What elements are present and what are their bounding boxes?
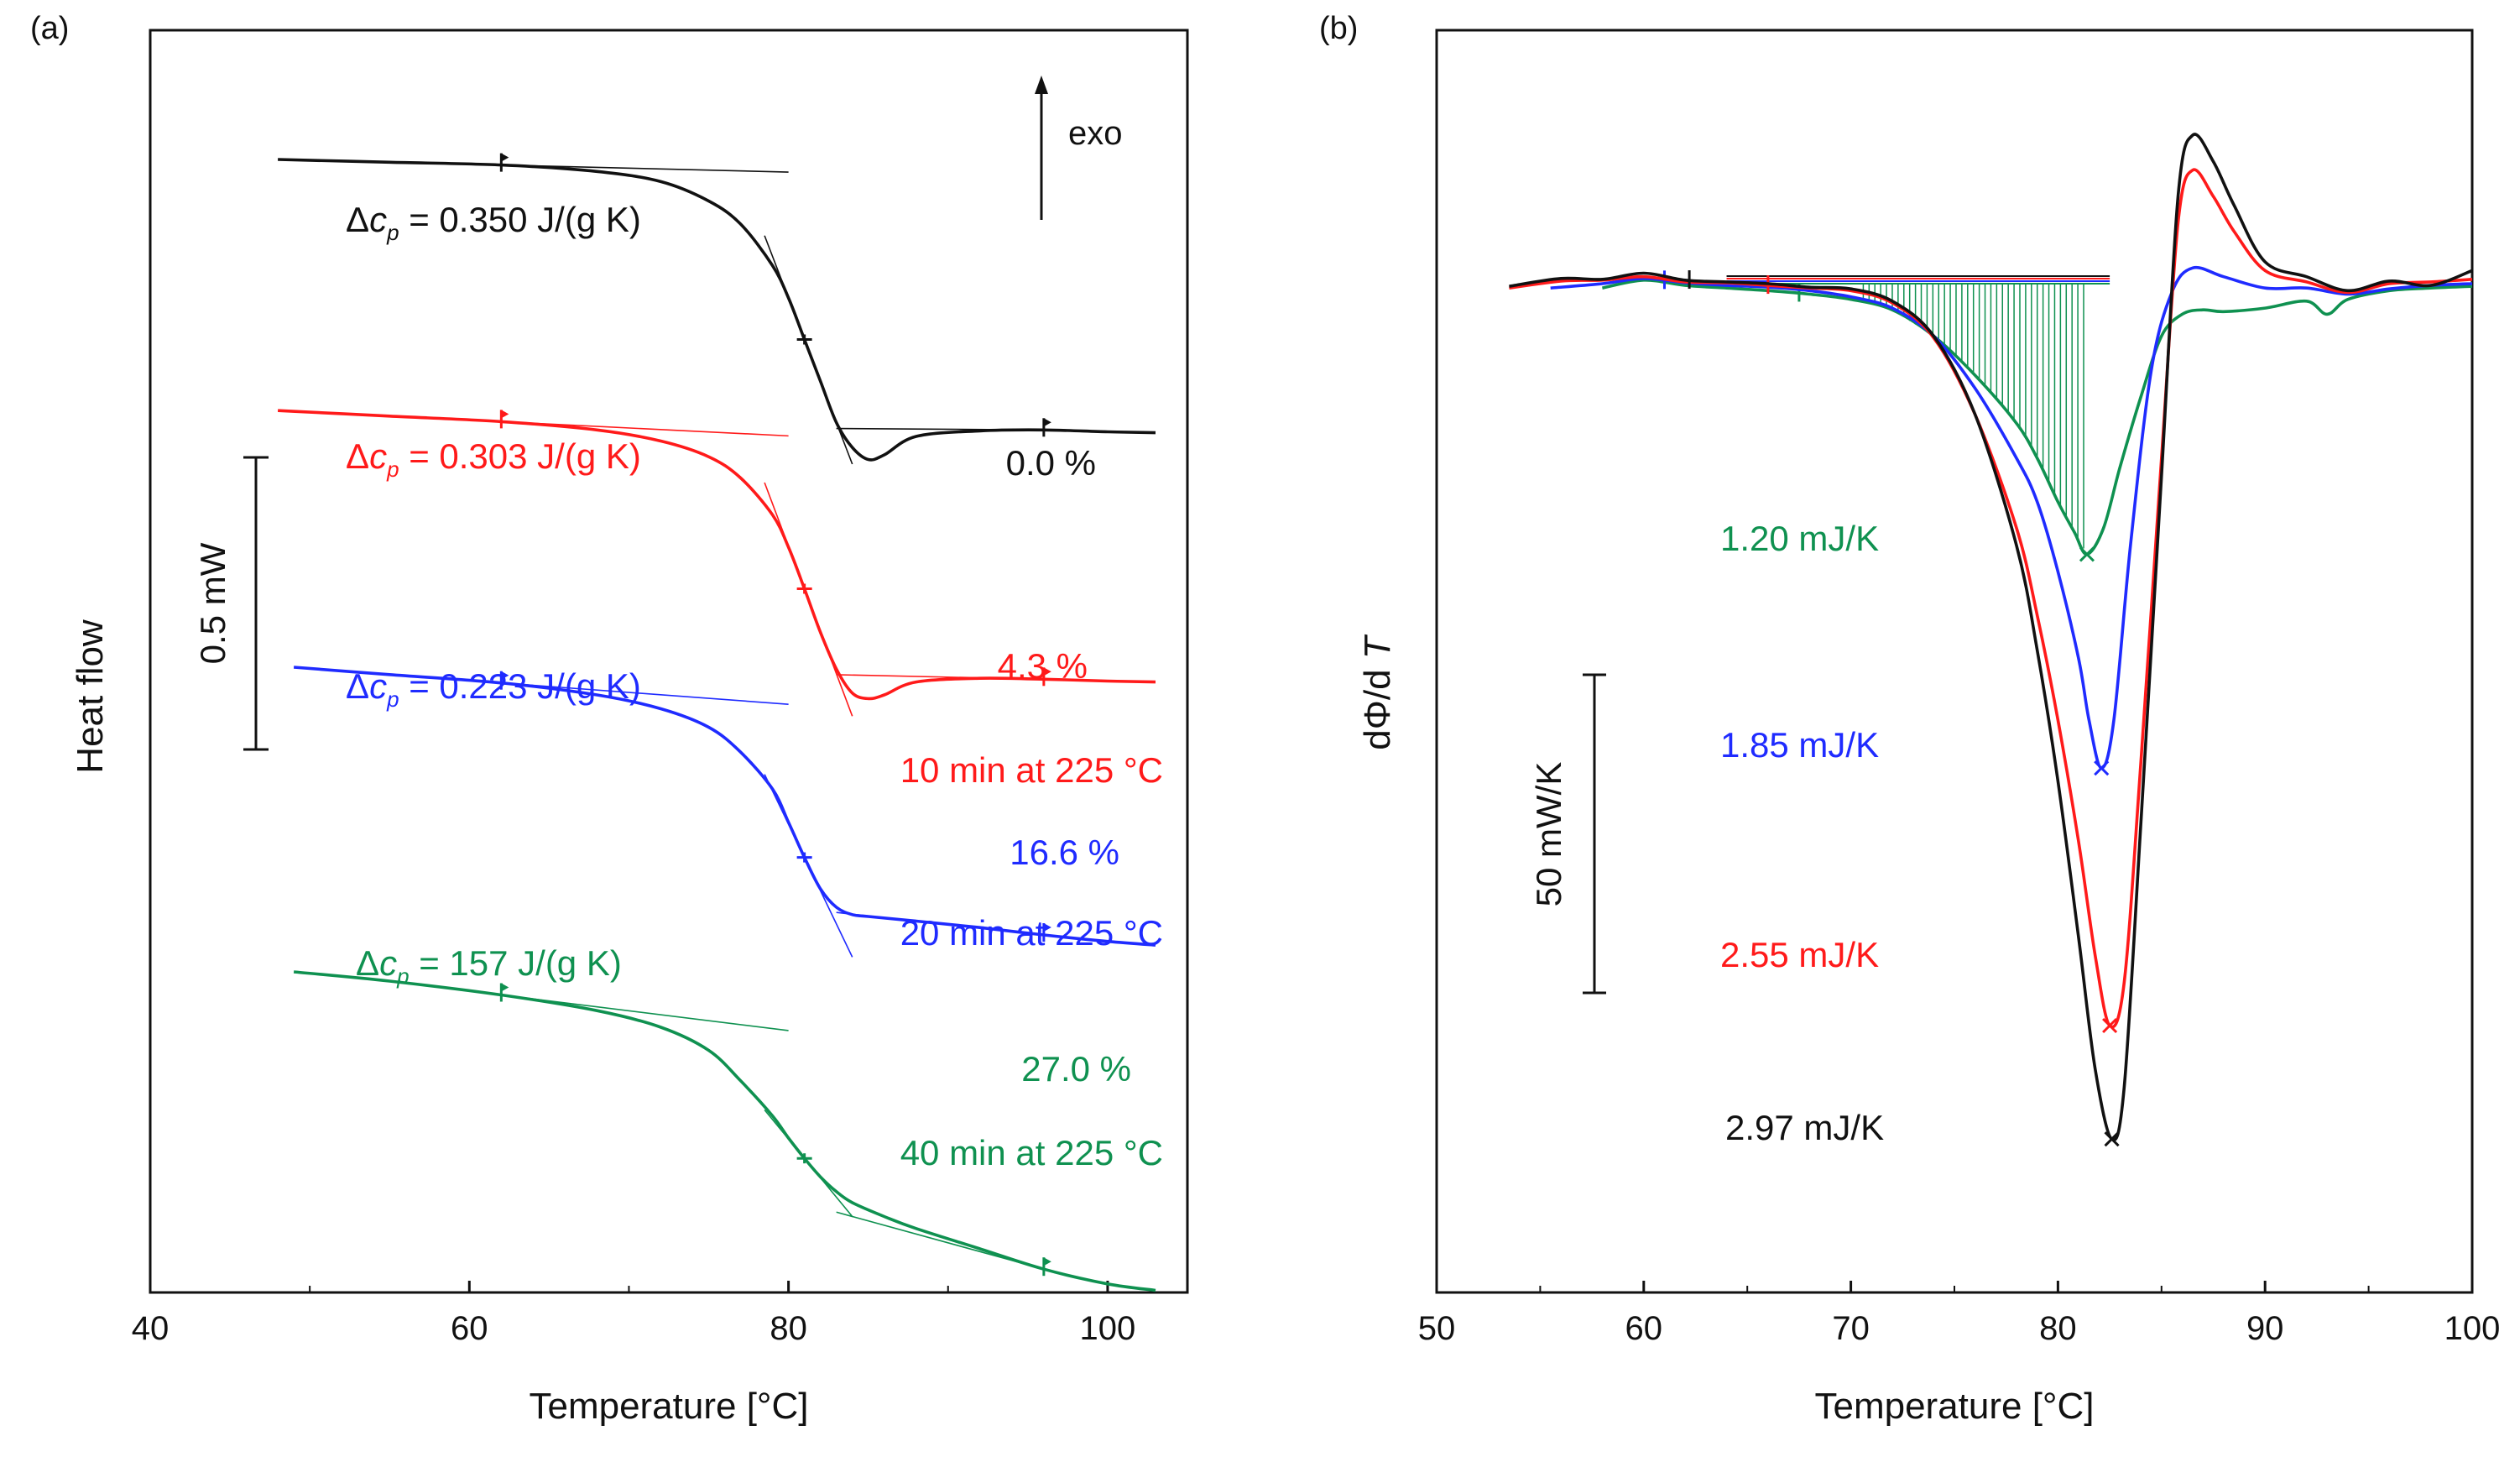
crystallinity-label-black: 0.0 % [1006,443,1096,483]
crystallinity-label-blue: 16.6 % [1010,833,1119,872]
crystallinity-label-red: 4.3 % [998,646,1088,686]
crystallinity-label-green: 27.0 % [1021,1049,1131,1089]
peak-marker-x-red [2102,1017,2118,1034]
condition-label-blue: 20 min at 225 °C [900,913,1163,953]
marker-flag-end-red [1043,667,1051,676]
panel-a-x-axis: 40 60 80 100 [132,1281,1136,1347]
panel-a-y-axis-title: Heat flow [70,619,111,774]
peak-marker-x-green [2079,546,2095,562]
marker-flag-onset-black [501,153,509,162]
tangent-midpoint-green [764,1109,853,1218]
exo-arrow-label: exo [1068,115,1123,152]
panel-a-x-tick-label-100: 100 [1080,1310,1136,1347]
panel-b-plot-area [1509,133,2473,1147]
panel-a-x-tick-label-80: 80 [770,1310,807,1347]
peak-marker-x-black [2104,1131,2120,1147]
marker-flag-end-blue [1043,923,1051,932]
marker-flag-onset-blue [501,671,509,680]
panel-b-x-tick-label-100: 100 [2444,1310,2501,1347]
dcp-label-red: Δcp = 0.303 J/(g K) [346,436,641,482]
tangent-liquid-blue [836,911,1060,937]
panel-b-x-axis: 50 60 70 80 90 100 [1418,1281,2501,1347]
peak-label-red: 2.55 mJ/K [1720,935,1879,974]
tangent-liquid-red [836,674,1060,681]
marker-flag-end-green [1043,1257,1051,1266]
panel-a-label: (a) [30,11,69,46]
tangent-midpoint-black [764,235,853,465]
panel-a: (a) 40 60 80 100 Temperature [°C] Heat flow… [30,11,1189,1427]
condition-label-green: 40 min at 225 °C [900,1133,1163,1172]
peak-label-green: 1.20 mJ/K [1720,519,1879,558]
marker-flag-onset-green [501,983,509,992]
tangent-glass-blue [501,681,789,705]
panel-b-frame [1435,29,2474,1294]
panel-b-x-tick-label-60: 60 [1625,1310,1663,1347]
tangent-liquid-black [836,427,1060,431]
tangent-midpoint-red [764,482,853,717]
panel-a-x-tick-label-40: 40 [132,1310,170,1347]
condition-label-red: 10 min at 225 °C [900,750,1163,790]
panel-b-label: (b) [1319,11,1358,46]
panel-a-scale-bar-label: 0.5 mW [193,542,232,664]
dphi-curve-blue [1550,265,2473,770]
dcp-value-red: 0.303 J/(g K) [439,436,640,476]
panel-b: (b) 50 60 70 80 90 100 Temperature [°C] dΦ/d … [1319,11,2500,1427]
curve-blue [293,666,1156,947]
marker-flag-end-black [1043,418,1051,427]
panel-b-x-tick-label-90: 90 [2246,1310,2284,1347]
panel-a-plot-area [278,153,1156,1292]
exo-arrow: exo [1035,76,1123,220]
dcp-value-black: 0.350 J/(g K) [439,200,640,239]
dphi-curve-black [1509,133,2473,1141]
tangent-glass-green [501,994,789,1031]
tangent-glass-black [501,164,789,173]
dcp-value-green: 157 J/(g K) [449,943,621,983]
panel-a-x-axis-title: Temperature [°C] [529,1386,808,1427]
panel-b-scale-bar: 50 mW/K [1529,673,1606,995]
panel-b-x-tick-label-50: 50 [1418,1310,1456,1347]
panel-b-x-tick-label-80: 80 [2039,1310,2077,1347]
panel-a-scale-bar: 0.5 mW [193,456,269,751]
tangent-midpoint-blue [764,774,853,958]
panel-a-x-tick-label-60: 60 [451,1310,488,1347]
panel-a-annotations: Δcp = 0.350 J/(g K) Δcp = 0.303 J/(g K) … [346,200,1163,1172]
tangent-glass-red [501,420,789,437]
panel-b-annotations: 1.20 mJ/K 1.85 mJ/K 2.55 mJ/K 2.97 mJ/K [1720,519,1884,1147]
peak-label-blue: 1.85 mJ/K [1720,725,1879,765]
panel-b-x-tick-label-70: 70 [1832,1310,1870,1347]
curve-green [293,970,1156,1292]
panel-b-y-axis-title: dΦ/d T [1357,634,1398,750]
dcp-label-black: Δcp = 0.350 J/(g K) [346,200,641,245]
panel-a-frame [149,29,1189,1294]
peak-label-black: 2.97 mJ/K [1725,1108,1884,1147]
panel-b-x-axis-title: Temperature [°C] [1814,1386,2094,1427]
peak-marker-x-blue [2094,760,2110,776]
panel-b-scale-bar-label: 50 mW/K [1529,762,1568,907]
marker-flag-onset-red [501,410,509,419]
tangent-liquid-green [836,1211,1061,1275]
dcp-value-blue: 0.223 J/(g K) [439,666,640,706]
dcp-label-green: Δcp = 157 J/(g K) [356,943,622,989]
